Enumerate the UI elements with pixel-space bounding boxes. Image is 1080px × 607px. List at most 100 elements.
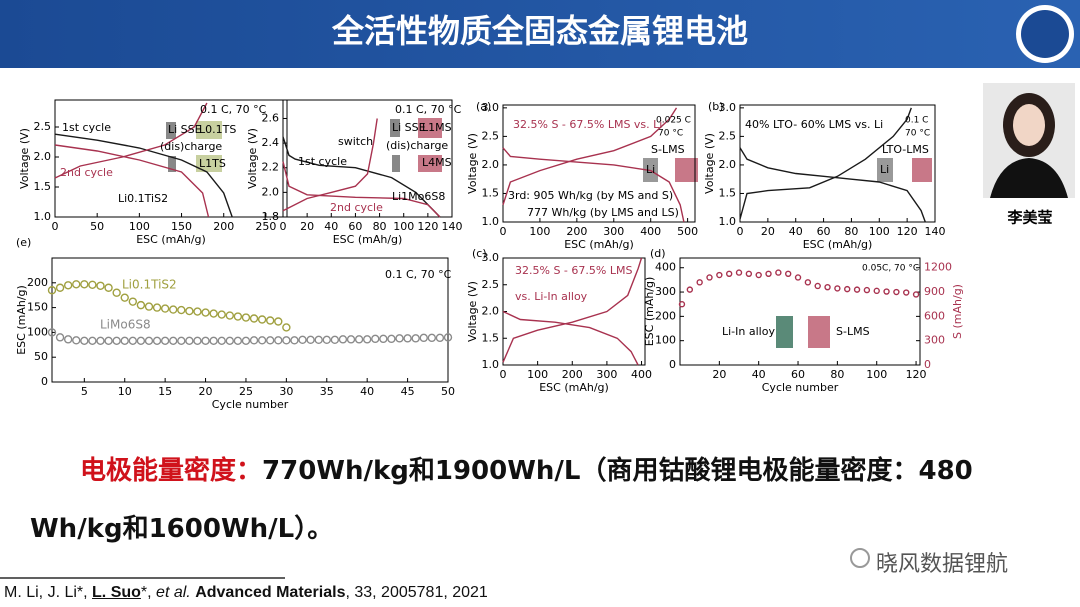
y-tick-label: 150: [27, 301, 48, 314]
x-tick-label: 40: [360, 385, 374, 398]
y-tick-label: 400: [655, 261, 676, 274]
annotation: LTO-LMS: [882, 143, 929, 156]
curve: [502, 147, 685, 223]
x-tick-label: 100: [866, 368, 887, 381]
x-tick-label: 50: [441, 385, 455, 398]
y-tick-label: 0: [41, 375, 48, 388]
y-tick-label: 1.5: [719, 186, 737, 199]
data-point: [249, 336, 259, 345]
x-tick-label: 300: [603, 225, 624, 238]
data-point: [844, 285, 851, 293]
annotation: (c): [472, 247, 487, 260]
x-tick-label: 200: [562, 368, 583, 381]
x-tick-label: 250: [255, 220, 276, 233]
inset-block: [196, 121, 222, 139]
y-tick-label: 2.0: [482, 305, 500, 318]
y-tick-label: 1.0: [482, 358, 500, 371]
data-point: [128, 336, 138, 346]
series-label: LiMo6S8: [100, 318, 151, 332]
inset-block: [675, 158, 698, 182]
inset-block: [166, 122, 176, 139]
annotation: L1TS: [199, 157, 226, 170]
wechat-icon: [850, 548, 870, 568]
x-tick-label: 0: [280, 220, 287, 233]
data-point: [209, 309, 218, 318]
y-axis-label: Voltage (V): [703, 133, 716, 194]
annotation: L0.1TS: [199, 123, 236, 136]
annotation: 1st cycle: [298, 155, 347, 168]
x-tick-label: 200: [566, 225, 587, 238]
data-point: [169, 336, 178, 346]
annotation: 32.5% S - 67.5% LMS vs. Li: [513, 118, 662, 131]
data-point: [435, 333, 445, 343]
annotation: switch: [338, 135, 373, 148]
series-label: Li0.1TiS2: [122, 278, 177, 292]
data-point: [716, 271, 723, 279]
data-point: [225, 336, 234, 346]
plot-frame: [51, 257, 449, 383]
data-point: [257, 336, 267, 345]
y2-tick-label: 900: [924, 285, 945, 298]
data-point: [217, 310, 226, 319]
annotation: Li: [880, 163, 889, 176]
data-point: [55, 333, 65, 342]
y-tick-label: 100: [655, 334, 676, 347]
data-point: [233, 336, 243, 346]
plot-frame: [282, 99, 453, 218]
y-axis-label: Voltage (V): [466, 281, 479, 342]
y-tick-label: 2.0: [262, 185, 280, 198]
x-tick-label: 0: [737, 225, 744, 238]
data-point: [686, 286, 694, 293]
x-tick-label: 15: [158, 385, 172, 398]
x-tick-label: 60: [817, 225, 831, 238]
y-tick-label: 2.5: [719, 129, 737, 142]
x-tick-label: 100: [527, 368, 548, 381]
data-point: [784, 270, 792, 278]
annotation: 32.5% S - 67.5% LMS: [515, 264, 632, 277]
y-tick-label: 2.5: [34, 120, 52, 133]
x-tick-label: 200: [213, 220, 234, 233]
x-tick-label: 500: [677, 225, 698, 238]
x-tick-label: 20: [712, 368, 726, 381]
data-point: [354, 335, 364, 344]
data-point: [745, 270, 753, 278]
data-point: [395, 334, 404, 343]
data-point: [88, 280, 97, 289]
x-tick-label: 400: [631, 368, 652, 381]
data-point: [775, 269, 782, 276]
data-point: [88, 336, 97, 346]
data-point: [47, 328, 57, 337]
data-point: [873, 287, 880, 295]
y-tick-label: 50: [34, 350, 48, 363]
x-tick-label: 140: [925, 225, 946, 238]
data-point: [814, 282, 821, 290]
x-tick-label: 80: [830, 368, 844, 381]
data-point: [152, 336, 162, 346]
y-tick-label: 1.0: [482, 215, 500, 228]
data-point: [379, 334, 388, 344]
annotation: (a): [476, 100, 491, 113]
annotation: (dis)charge: [386, 139, 448, 152]
annotation: 40% LTO- 60% LMS vs. Li: [745, 118, 883, 131]
authors: M. Li, J. Li*,: [4, 584, 88, 601]
data-point: [209, 336, 218, 346]
x-tick-label: 5: [81, 385, 88, 398]
x-tick-label: 100: [529, 225, 550, 238]
data-point: [266, 336, 275, 345]
data-point: [120, 336, 129, 346]
data-point: [387, 334, 396, 344]
data-point: [282, 323, 291, 332]
y-tick-label: 300: [655, 285, 676, 298]
y2-tick-label: 600: [924, 309, 945, 322]
data-point: [63, 281, 73, 290]
annotation: Li0.1TiS2: [118, 192, 168, 205]
data-point: [241, 336, 251, 346]
annotation: Li: [646, 163, 655, 176]
details: , 33, 2005781, 2021: [345, 584, 488, 601]
y-tick-label: 2.0: [719, 158, 737, 171]
x-axis-label: Cycle number: [762, 381, 839, 394]
data-point: [834, 285, 841, 292]
slide-title: 全活性物质全固态金属锂电池: [331, 12, 748, 50]
data-point: [804, 279, 812, 286]
data-point: [112, 288, 121, 297]
